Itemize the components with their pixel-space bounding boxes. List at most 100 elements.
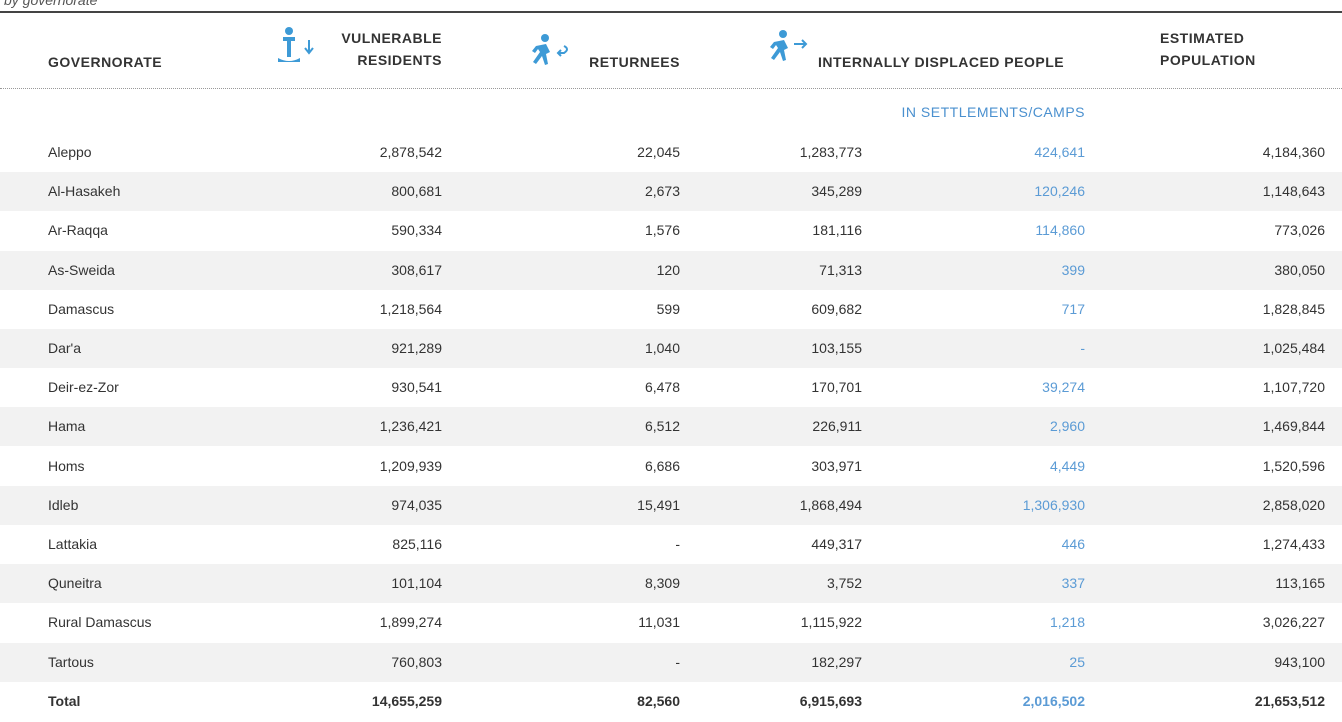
cell-returnees: 6,512 <box>644 418 680 435</box>
cell-vulnerable: 800,681 <box>391 183 442 200</box>
cell-governorate: Homs <box>48 457 85 474</box>
cell-idp: 182,297 <box>811 653 862 670</box>
cell-camps: 446 <box>1061 536 1085 552</box>
table-row <box>0 172 1342 212</box>
cell-vulnerable: 590,334 <box>391 222 442 239</box>
cell-camps: 717 <box>1061 300 1085 317</box>
cell-camps: - <box>1080 340 1085 356</box>
cell-governorate: Dar'a <box>48 340 82 356</box>
cell-camps: 120,246 <box>1034 183 1085 200</box>
header-returnees: RETURNEES <box>589 54 680 70</box>
header-vulnerable: VULNERABLE <box>341 30 442 46</box>
cell-vulnerable: 2,878,542 <box>379 144 442 160</box>
header-idp: INTERNALLY DISPLACED PEOPLE <box>818 54 1065 70</box>
cell-idp: 170,701 <box>811 379 862 396</box>
table-row <box>0 329 1342 368</box>
table-row <box>0 564 1342 604</box>
cell-vulnerable: 308,617 <box>391 261 442 278</box>
cell-idp: 3,752 <box>826 575 862 592</box>
cell-population: 2,858,020 <box>1262 496 1325 513</box>
cell-camps: 4,449 <box>1049 457 1085 474</box>
table-row <box>0 250 1342 290</box>
cell-returnees: - <box>675 536 680 552</box>
cell-population: 1,148,643 <box>1262 183 1325 200</box>
cell-population: 3,026,227 <box>1262 614 1325 631</box>
header-governorate: GOVERNORATE <box>48 54 163 70</box>
cell-returnees: 120 <box>656 261 680 278</box>
cell-idp: 226,911 <box>812 418 862 435</box>
cell-governorate: Al-Hasakeh <box>48 183 121 200</box>
cell-returnees: 599 <box>656 300 680 317</box>
cell-population: 1,828,845 <box>1262 300 1325 317</box>
cell-vulnerable: 14,655,259 <box>371 692 442 709</box>
cell-population: 1,469,844 <box>1262 418 1325 435</box>
cell-returnees: 6,478 <box>644 379 680 396</box>
cell-population: 1,520,596 <box>1262 457 1325 474</box>
cell-governorate: Idleb <box>48 496 79 513</box>
cell-camps: 1,306,930 <box>1022 496 1085 513</box>
cell-vulnerable: 1,236,421 <box>379 418 442 435</box>
cell-population: 943,100 <box>1274 653 1325 670</box>
cell-vulnerable: 974,035 <box>391 496 442 513</box>
cell-returnees: 82,560 <box>637 692 680 709</box>
icon-idp <box>770 30 808 61</box>
cell-vulnerable: 1,218,564 <box>379 300 442 317</box>
cell-population: 1,107,720 <box>1262 379 1325 396</box>
cell-camps: 25 <box>1069 653 1085 670</box>
cell-camps: 399 <box>1061 261 1085 278</box>
header-population: ESTIMATED <box>1160 30 1245 46</box>
cell-returnees: 11,031 <box>638 614 680 631</box>
cell-governorate: Ar-Raqqa <box>48 222 108 239</box>
table-row <box>0 525 1342 564</box>
cell-vulnerable: 921,289 <box>391 340 442 356</box>
cell-governorate: Hama <box>48 418 86 435</box>
cell-idp: 71,313 <box>819 261 862 278</box>
cell-governorate: Deir-ez-Zor <box>48 379 119 396</box>
cell-governorate: Quneitra <box>48 575 102 592</box>
cell-governorate: Lattakia <box>48 536 98 552</box>
cell-population: 380,050 <box>1274 261 1325 278</box>
cell-idp: 6,915,693 <box>799 692 862 709</box>
cell-returnees: 22,045 <box>637 144 680 160</box>
cell-idp: 103,155 <box>811 340 862 356</box>
cell-returnees: 6,686 <box>644 457 680 474</box>
cell-vulnerable: 101,104 <box>391 575 442 592</box>
header-vulnerable: RESIDENTS <box>357 52 442 68</box>
cell-vulnerable: 930,541 <box>391 379 442 396</box>
cell-governorate: As-Sweida <box>48 261 115 278</box>
cell-idp: 609,682 <box>811 300 862 317</box>
cell-returnees: 15,491 <box>637 496 680 513</box>
cell-idp: 303,971 <box>811 457 862 474</box>
cell-camps: 2,016,502 <box>1022 692 1085 709</box>
cell-idp: 1,283,773 <box>799 144 862 160</box>
cell-idp: 345,289 <box>811 183 862 200</box>
cell-governorate: Total <box>48 692 81 709</box>
cell-returnees: 1,040 <box>644 340 680 356</box>
cell-camps: 114,860 <box>1035 222 1085 239</box>
cell-population: 113,165 <box>1275 575 1325 592</box>
cell-vulnerable: 825,116 <box>392 536 442 552</box>
cell-idp: 449,317 <box>811 536 862 552</box>
subtitle: by governorate <box>4 0 98 8</box>
cell-vulnerable: 760,803 <box>391 653 442 670</box>
cell-governorate: Damascus <box>48 300 115 317</box>
table-row <box>0 407 1342 447</box>
cell-camps: 2,960 <box>1049 418 1085 435</box>
top-rule <box>0 11 1342 13</box>
cell-idp: 181,116 <box>812 222 862 239</box>
cell-camps: 424,641 <box>1034 144 1085 160</box>
cell-camps: 337 <box>1061 575 1085 592</box>
cell-population: 773,026 <box>1274 222 1325 239</box>
cell-idp: 1,868,494 <box>799 496 862 513</box>
cell-governorate: Rural Damascus <box>48 614 152 631</box>
cell-returnees: 8,309 <box>644 575 680 592</box>
cell-population: 1,025,484 <box>1262 340 1325 356</box>
header-population: POPULATION <box>1160 52 1256 68</box>
icon-returnees <box>532 34 568 65</box>
cell-returnees: - <box>675 653 680 670</box>
cell-population: 4,184,360 <box>1262 144 1325 160</box>
header-rule <box>0 88 1342 89</box>
icon-vulnerable <box>278 27 314 62</box>
table-row <box>0 642 1342 682</box>
